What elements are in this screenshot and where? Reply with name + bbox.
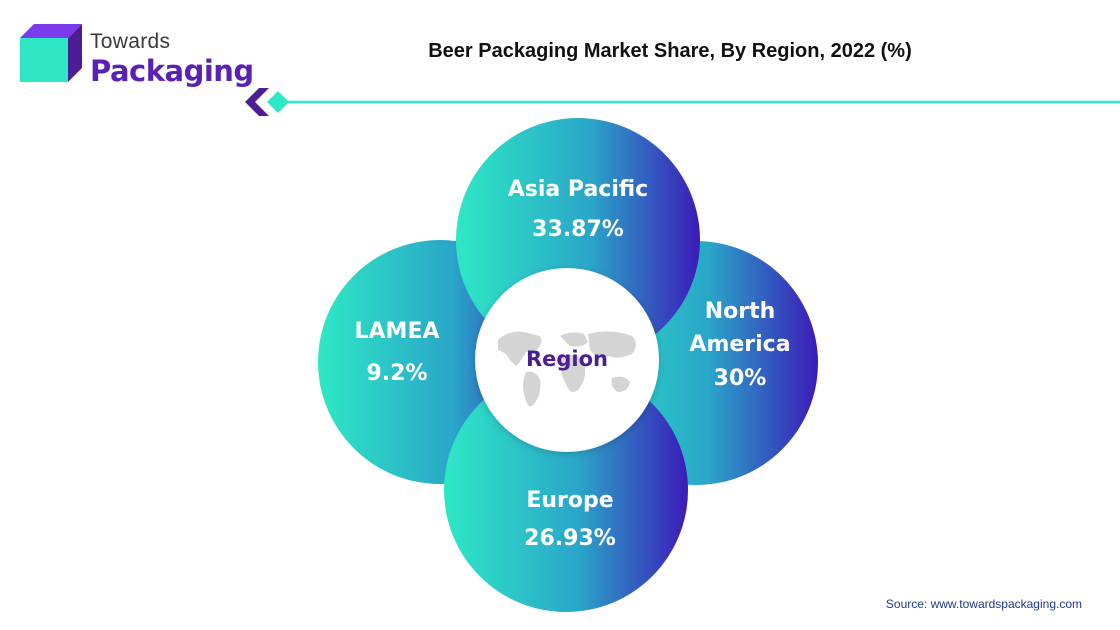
label-europe: Europe <box>526 488 613 513</box>
label-asia-pacific: Asia Pacific <box>508 177 648 202</box>
value-asia-pacific: 33.87% <box>532 217 624 242</box>
label-north-america: North America <box>689 299 790 357</box>
chart-title: Beer Packaging Market Share, By Region, … <box>428 40 912 62</box>
value-lamea: 9.2% <box>366 361 427 386</box>
value-north-america: 30% <box>714 366 767 391</box>
header-divider <box>245 88 1120 116</box>
brand-name-top: Towards <box>90 30 171 53</box>
center-label: Region <box>526 347 608 371</box>
brand-name-bottom: Packaging <box>90 54 254 88</box>
logo-cube-icon <box>20 24 82 82</box>
world-map-icon <box>498 331 636 407</box>
value-europe: 26.93% <box>524 526 616 551</box>
label-lamea: LAMEA <box>355 319 440 344</box>
brand-logo: Towards Packaging <box>20 24 254 94</box>
chevron-left-icon <box>245 88 289 116</box>
source-note: Source: www.towardspackaging.com <box>885 597 1082 611</box>
